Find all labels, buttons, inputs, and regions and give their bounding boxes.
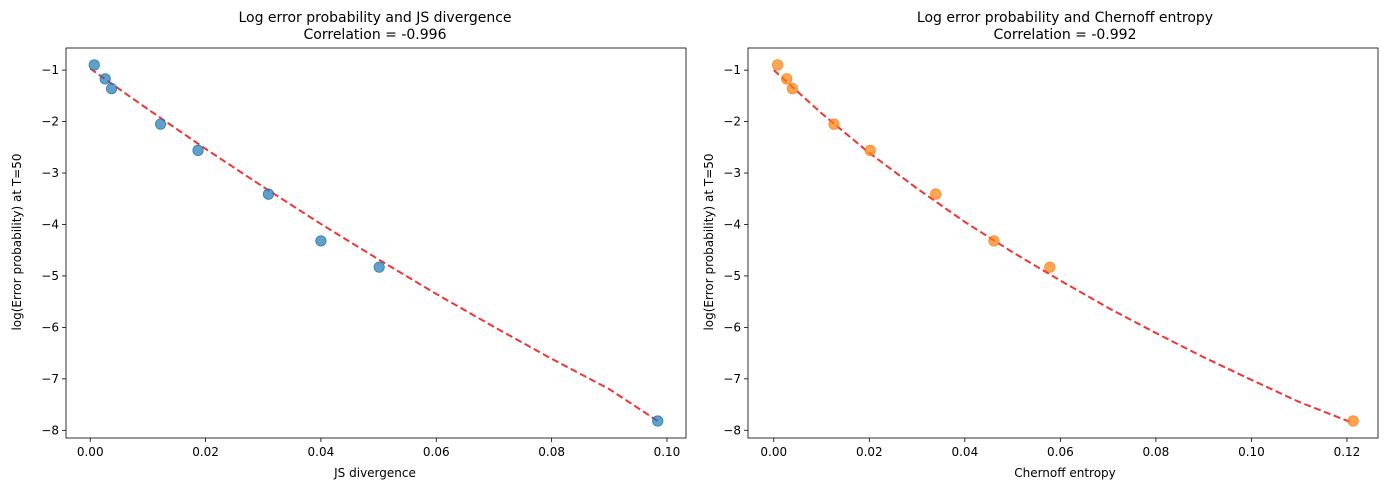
- y-tick-label: −7: [41, 372, 59, 386]
- x-tick-label: 0.02: [856, 445, 883, 459]
- data-point: [781, 73, 793, 85]
- data-point: [315, 235, 327, 247]
- data-point: [262, 188, 275, 200]
- x-tick-label: 0.06: [1047, 445, 1074, 459]
- data-point: [864, 144, 876, 156]
- x-tick-label: 0.12: [1334, 445, 1361, 459]
- y-tick-label: −8: [41, 423, 59, 437]
- x-tick-label: 0.04: [308, 445, 335, 459]
- y-tick-label: −5: [723, 269, 741, 283]
- x-tick-label: 0.00: [77, 445, 104, 459]
- data-point: [930, 188, 942, 200]
- chart-chernoff-entropy: Log error probability and Chernoff entro…: [702, 10, 1379, 480]
- y-tick-label: −5: [41, 269, 59, 283]
- chart-title-line2: Correlation = -0.996: [304, 27, 447, 43]
- data-point: [1044, 261, 1056, 273]
- data-point: [88, 59, 100, 71]
- y-tick-label: −6: [723, 320, 741, 334]
- x-tick-label: 0.04: [951, 445, 978, 459]
- y-tick-label: −2: [41, 115, 59, 129]
- y-tick-label: −1: [41, 63, 59, 77]
- x-axis-label: Chernoff entropy: [1014, 466, 1116, 480]
- data-point: [786, 83, 799, 95]
- x-axis-label: JS divergence: [333, 466, 416, 480]
- data-point: [373, 261, 385, 273]
- y-tick-label: −4: [723, 217, 741, 231]
- y-tick-label: −2: [723, 115, 741, 129]
- y-tick-label: −7: [723, 372, 741, 386]
- y-axis-label: log(Error probability) at T=50: [10, 153, 24, 330]
- plot-area: 0.00 0.02 0.04 0.06 0.08 0.10 −1 −2 −3 −4 −5 −6 −7 −8: [41, 47, 687, 459]
- x-tick-label: 0.08: [538, 445, 565, 459]
- y-tick-label: −1: [723, 63, 741, 77]
- chart-title-line1: Log error probability and JS divergence: [238, 10, 511, 26]
- chart-title-line1: Log error probability and Chernoff entro…: [917, 10, 1213, 26]
- data-point: [988, 235, 1000, 247]
- axes-frame: [747, 47, 1379, 439]
- x-tick-label: 0.10: [654, 445, 681, 459]
- chart-title-line2: Correlation = -0.992: [994, 27, 1137, 43]
- data-point: [652, 415, 664, 427]
- data-point: [828, 118, 840, 130]
- x-tick-label: 0.08: [1143, 445, 1170, 459]
- y-tick-label: −6: [41, 320, 59, 334]
- data-point: [1347, 415, 1359, 427]
- fit-curve: [773, 69, 1354, 425]
- axes-frame: [65, 47, 687, 439]
- data-point: [772, 59, 784, 71]
- y-tick-label: −3: [41, 166, 59, 180]
- x-tick-label: 0.10: [1238, 445, 1265, 459]
- y-tick-label: −8: [723, 423, 741, 437]
- chart-js-divergence: Log error probability and JS divergence …: [10, 10, 687, 480]
- x-tick-label: 0.00: [760, 445, 787, 459]
- y-tick-label: −3: [723, 166, 741, 180]
- x-tick-label: 0.02: [192, 445, 219, 459]
- data-point: [192, 144, 204, 156]
- data-point: [99, 73, 111, 85]
- fit-curve: [89, 67, 659, 422]
- y-tick-label: −4: [41, 217, 59, 231]
- data-point: [154, 118, 167, 130]
- data-point: [105, 83, 118, 95]
- x-tick-label: 0.06: [423, 445, 450, 459]
- plot-area: 0.00 0.02 0.04 0.06 0.08 0.10 0.12 −1 −2 −3 −4 −5 −6…: [723, 47, 1379, 459]
- y-axis-label: log(Error probability) at T=50: [702, 153, 716, 330]
